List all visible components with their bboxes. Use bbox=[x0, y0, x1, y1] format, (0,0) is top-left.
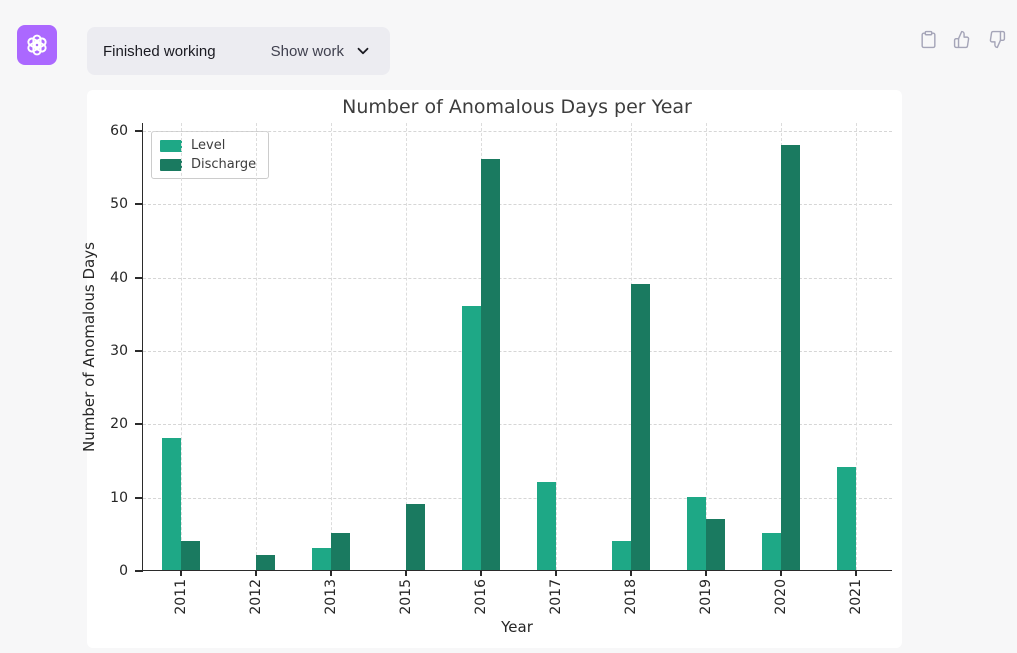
gridline-vertical bbox=[180, 123, 182, 570]
x-tick-label: 2020 bbox=[772, 579, 789, 615]
x-tick-label: 2016 bbox=[472, 579, 489, 615]
legend-label-discharge: Discharge bbox=[191, 157, 257, 172]
bar-level bbox=[161, 438, 181, 570]
bar-level bbox=[836, 467, 856, 570]
legend-item-level: Level bbox=[160, 138, 256, 153]
chatgpt-logo bbox=[17, 25, 57, 65]
openai-knot-icon bbox=[27, 34, 47, 56]
bar-level bbox=[686, 496, 706, 570]
gridline-horizontal bbox=[143, 277, 892, 279]
bar-discharge bbox=[480, 159, 500, 570]
y-tick bbox=[135, 350, 143, 352]
thumbs-down-icon bbox=[987, 30, 1006, 52]
y-tick-label: 60 bbox=[110, 123, 128, 139]
message-action-bar bbox=[919, 30, 1006, 49]
x-tick-label: 2011 bbox=[172, 579, 189, 615]
y-tick-label: 10 bbox=[110, 489, 128, 506]
gridline-horizontal bbox=[143, 351, 892, 352]
bar-discharge bbox=[180, 540, 200, 570]
x-tick bbox=[404, 570, 407, 576]
x-tick bbox=[254, 570, 257, 576]
chevron-down-icon bbox=[354, 42, 372, 60]
x-tick-label: 2019 bbox=[697, 579, 714, 615]
y-tick bbox=[135, 203, 143, 206]
show-work-button[interactable]: Show work bbox=[271, 42, 372, 60]
x-axis-label: Year bbox=[501, 618, 533, 636]
legend: Level Discharge bbox=[151, 131, 270, 179]
gridline-horizontal bbox=[143, 204, 892, 206]
bar-level bbox=[311, 548, 331, 570]
thumbs-up-icon bbox=[953, 30, 972, 52]
bar-discharge bbox=[705, 518, 725, 570]
y-tick bbox=[135, 570, 143, 572]
gridline-vertical bbox=[855, 123, 857, 570]
legend-swatch-discharge bbox=[160, 158, 182, 171]
gridline-vertical bbox=[705, 123, 707, 570]
x-tick bbox=[554, 570, 557, 576]
bar-level bbox=[536, 482, 556, 570]
x-tick bbox=[704, 570, 707, 576]
y-tick-label: 0 bbox=[119, 563, 128, 579]
x-tick-label: 2015 bbox=[397, 579, 414, 615]
y-tick bbox=[135, 423, 143, 426]
gridline-vertical bbox=[330, 123, 332, 570]
x-tick-label: 2021 bbox=[847, 579, 864, 615]
copy-button[interactable] bbox=[919, 30, 938, 49]
x-tick bbox=[179, 570, 182, 576]
y-tick-label: 20 bbox=[110, 416, 128, 433]
x-tick bbox=[329, 570, 332, 576]
y-tick bbox=[135, 276, 143, 279]
x-tick-label: 2012 bbox=[247, 579, 264, 615]
clipboard-icon bbox=[919, 30, 938, 52]
bar-level bbox=[761, 533, 781, 570]
legend-label-level: Level bbox=[191, 138, 226, 153]
bar-discharge bbox=[330, 533, 350, 570]
y-tick bbox=[135, 130, 143, 132]
x-tick-label: 2017 bbox=[547, 579, 564, 615]
legend-item-discharge: Discharge bbox=[160, 157, 256, 172]
x-tick bbox=[854, 570, 857, 576]
bar-discharge bbox=[405, 504, 425, 570]
chart-card: Number of Anomalous Days per Year Number… bbox=[80, 90, 902, 648]
x-tick-label: 2018 bbox=[622, 579, 639, 615]
show-work-label: Show work bbox=[270, 42, 344, 60]
plot-area: Number of Anomalous Days Level Discharge… bbox=[80, 123, 892, 615]
y-tick-label: 50 bbox=[110, 196, 128, 213]
bar-level bbox=[461, 306, 481, 570]
gridline-horizontal bbox=[143, 131, 892, 132]
x-tick bbox=[779, 570, 782, 576]
status-label: Finished working bbox=[103, 42, 216, 60]
x-tick bbox=[479, 570, 482, 576]
x-tick-label: 2013 bbox=[322, 579, 339, 615]
gridline-vertical bbox=[405, 123, 407, 570]
thumbs-up-button[interactable] bbox=[953, 30, 972, 49]
y-tick bbox=[135, 496, 143, 499]
x-tick bbox=[629, 570, 632, 576]
chart-title: Number of Anomalous Days per Year bbox=[342, 96, 692, 118]
gridline-horizontal bbox=[143, 424, 892, 426]
y-tick-label: 40 bbox=[110, 269, 128, 286]
agent-status-pill[interactable]: Finished working Show work bbox=[87, 27, 390, 75]
bar-level bbox=[611, 540, 631, 570]
y-axis-label: Number of Anomalous Days bbox=[80, 241, 98, 452]
gridline-horizontal bbox=[143, 497, 892, 499]
y-tick-label: 30 bbox=[110, 343, 128, 359]
thumbs-down-button[interactable] bbox=[987, 30, 1006, 49]
legend-swatch-level bbox=[160, 139, 182, 152]
bar-discharge bbox=[780, 144, 800, 570]
bar-discharge bbox=[630, 284, 650, 570]
gridline-vertical bbox=[555, 123, 557, 570]
bar-discharge bbox=[255, 555, 275, 570]
gridline-vertical bbox=[255, 123, 257, 570]
